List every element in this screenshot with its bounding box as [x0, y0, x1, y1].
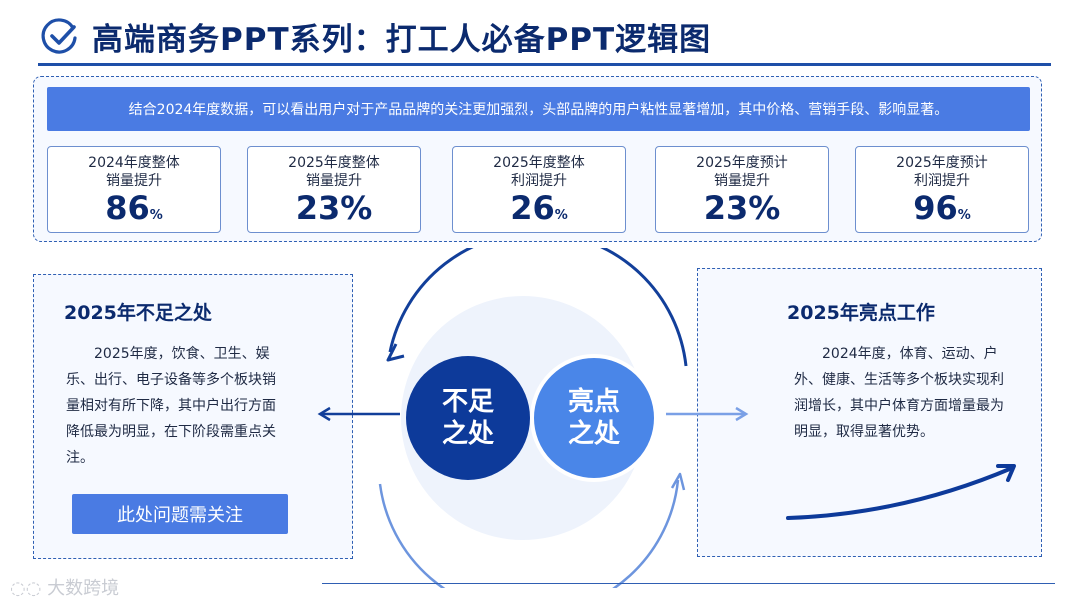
stat-label-line: 利润提升 — [914, 173, 970, 189]
stat-label: 2025年度整体 利润提升 — [453, 154, 625, 190]
stat-card: 2024年度整体 销量提升 86% — [47, 146, 221, 233]
watermark-text: 大数跨境 — [47, 578, 120, 599]
stat-label: 2025年度预计 利润提升 — [856, 154, 1028, 190]
stat-label-line: 2025年度预计 — [696, 155, 788, 171]
stat-card: 2025年度整体 销量提升 23% — [247, 146, 421, 233]
weakness-heading: 2025年不足之处 — [64, 302, 212, 324]
stat-value: 86% — [105, 189, 163, 227]
stat-label-line: 2024年度整体 — [88, 155, 180, 171]
circle-label-line: 之处 — [567, 419, 620, 449]
highlight-circle-label: 亮点 之处 — [534, 386, 654, 450]
weakness-body: 2025年度，饮食、卫生、娱乐、出行、电子设备等多个板块销量相对有所下降，其中户… — [66, 346, 276, 466]
highlight-heading: 2025年亮点工作 — [787, 302, 935, 324]
stat-label: 2024年度整体 销量提升 — [48, 154, 220, 190]
watermark: ◌◌ 大数跨境 — [10, 574, 119, 600]
stat-card: 2025年度整体 利润提升 26% — [452, 146, 626, 233]
stat-label: 2025年度整体 销量提升 — [248, 154, 420, 190]
highlight-circle — [530, 354, 658, 482]
stat-value: 23% — [295, 189, 373, 227]
top-arc — [388, 248, 688, 367]
stat-value: 23% — [703, 189, 781, 227]
top-arc-arrow-icon — [386, 343, 405, 362]
watermark-logo-icon: ◌◌ — [10, 578, 48, 599]
right-arrow-icon — [735, 406, 749, 422]
weakness-circle — [406, 356, 530, 480]
circle-label-line: 亮点 — [567, 387, 620, 417]
stat-label-line: 2025年度预计 — [896, 155, 988, 171]
circle-label-line: 不足 — [441, 387, 494, 417]
stat-card: 2025年度预计 利润提升 96% — [855, 146, 1029, 233]
bottom-arc-arrow-icon — [670, 472, 686, 491]
stat-label-line: 销量提升 — [106, 173, 162, 189]
cycle-diagram — [317, 248, 749, 588]
stat-label-line: 销量提升 — [714, 173, 770, 189]
stat-value: 96% — [913, 189, 971, 227]
attention-button[interactable]: 此处问题需关注 — [72, 494, 288, 534]
stat-label-line: 销量提升 — [306, 173, 362, 189]
check-circle-icon — [41, 18, 77, 54]
weakness-circle-label: 不足 之处 — [408, 386, 528, 450]
stat-label-line: 利润提升 — [511, 173, 567, 189]
footer-divider — [322, 583, 1055, 584]
stat-label: 2025年度预计 销量提升 — [656, 154, 828, 190]
title-divider — [38, 63, 1051, 66]
highlight-body: 2024年度，体育、运动、户外、健康、生活等多个板块实现利润增长，其中户体育方面… — [794, 346, 1004, 440]
stat-value: 26% — [510, 189, 568, 227]
stat-card: 2025年度预计 销量提升 23% — [655, 146, 829, 233]
stat-unit: % — [554, 208, 568, 223]
summary-banner: 结合2024年度数据，可以看出用户对于产品品牌的关注更加强烈，头部品牌的用户粘性… — [47, 87, 1030, 131]
stat-label-line: 2025年度整体 — [493, 155, 585, 171]
page-title: 高端商务PPT系列：打工人必备PPT逻辑图 — [92, 22, 712, 58]
stat-label-line: 2025年度整体 — [288, 155, 380, 171]
growth-trend-icon — [786, 464, 1016, 520]
bottom-arc — [378, 479, 680, 588]
stat-unit: % — [149, 208, 163, 223]
highlight-panel — [697, 268, 1042, 557]
circle-label-line: 之处 — [441, 419, 494, 449]
left-arrow-icon — [317, 406, 331, 422]
stat-unit: % — [957, 208, 971, 223]
